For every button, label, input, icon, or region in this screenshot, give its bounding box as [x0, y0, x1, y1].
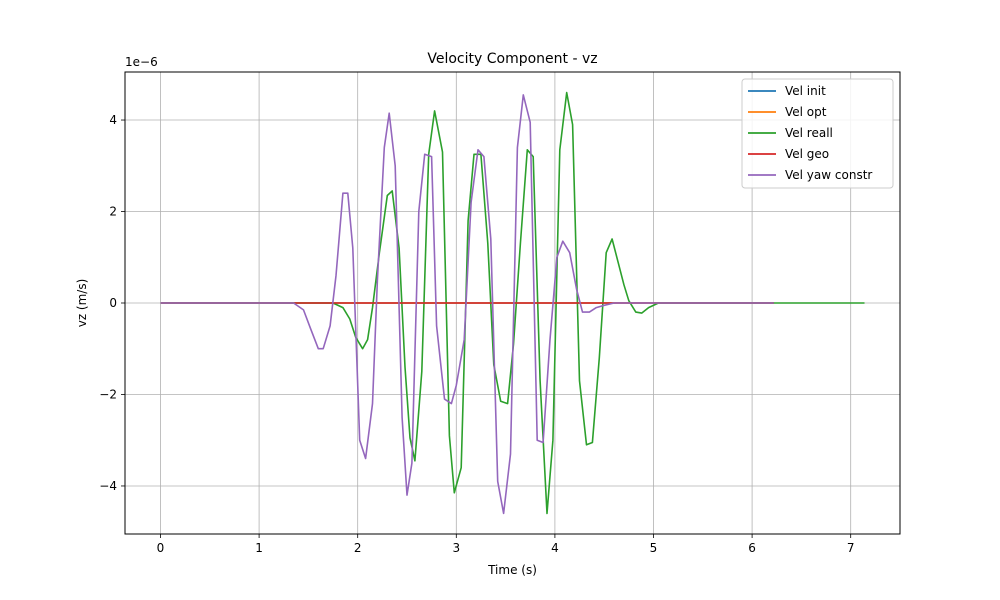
- y-tick-label: 2: [109, 205, 117, 219]
- legend-label: Vel yaw constr: [785, 168, 872, 182]
- y-tick-label: 4: [109, 113, 117, 127]
- y-axis-label: vz (m/s): [75, 279, 89, 328]
- x-tick-label: 6: [748, 541, 756, 555]
- chart-title: Velocity Component - vz: [427, 51, 597, 67]
- y-tick-label: −2: [99, 387, 117, 401]
- legend-label: Vel opt: [785, 105, 827, 119]
- y-tick-label: 0: [109, 296, 117, 310]
- plot-series: [160, 91, 865, 515]
- y-offset-label: 1e−6: [125, 55, 158, 69]
- legend-label: Vel reall: [785, 126, 833, 140]
- legend-box: [741, 78, 894, 189]
- x-axis-label: Time (s): [487, 563, 537, 577]
- axis-ticks: 0 1 2 3 4 5 6 7 −4 −2 0 2 4: [99, 113, 854, 555]
- x-tick-label: 4: [551, 541, 559, 555]
- legend-label: Vel geo: [785, 147, 829, 161]
- legend: Vel init Vel opt Vel reall Vel geo Vel yaw c…: [741, 78, 894, 189]
- y-tick-label: −4: [99, 479, 117, 493]
- legend-label: Vel init: [785, 84, 826, 98]
- x-tick-label: 0: [157, 541, 165, 555]
- x-tick-label: 5: [650, 541, 658, 555]
- x-tick-label: 7: [847, 541, 855, 555]
- x-tick-label: 2: [354, 541, 362, 555]
- series-line: [160, 94, 774, 515]
- x-tick-label: 1: [255, 541, 263, 555]
- x-tick-label: 3: [452, 541, 460, 555]
